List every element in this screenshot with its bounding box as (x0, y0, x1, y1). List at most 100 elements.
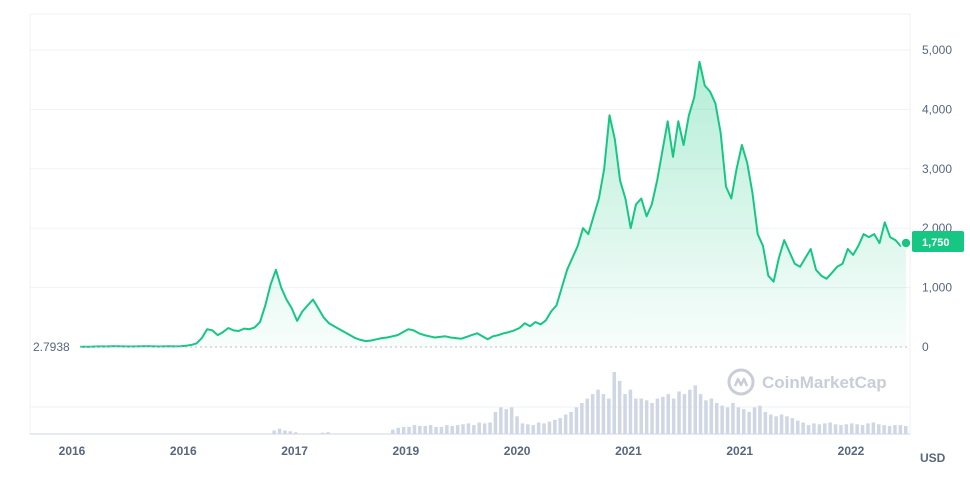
volume-bar (693, 385, 697, 434)
volume-bar (553, 419, 557, 434)
x-tick-label: 2016 (170, 444, 197, 458)
volume-bar (666, 394, 670, 434)
volume-bar (661, 396, 665, 434)
volume-bar (482, 423, 487, 434)
volume-bar (893, 425, 897, 434)
volume-bar (493, 411, 498, 434)
volume-bar (763, 411, 768, 434)
x-tick-label: 2021 (726, 444, 753, 458)
volume-bar (574, 407, 579, 434)
volume-bar (855, 424, 859, 434)
volume-bar (877, 424, 881, 434)
volume-bar (758, 405, 762, 434)
volume-bar (655, 398, 660, 434)
coinmarketcap-watermark: CoinMarketCap (727, 368, 887, 396)
volume-bar (790, 418, 795, 434)
plot-frame (29, 13, 911, 435)
volume-bar (742, 409, 746, 434)
volume-bar (796, 420, 800, 434)
current-price-tag (912, 231, 964, 252)
x-tick-label: 2021 (615, 444, 642, 458)
volume-bar (488, 422, 492, 434)
volume-bar (623, 394, 627, 434)
volume-bar (779, 414, 784, 434)
volume-bar (499, 407, 503, 434)
volume-bar (461, 424, 465, 434)
volume-bar (288, 431, 292, 434)
y-tick-label: 1,000 (922, 281, 952, 295)
current-price-label: 1,750 (922, 237, 950, 249)
volume-bar (688, 389, 692, 434)
volume-bar (677, 391, 681, 434)
x-axis: 2016 2016 2017 2019 2020 2021 2021 2022 (59, 444, 865, 458)
volume-bar (526, 424, 530, 434)
volume-bar (634, 398, 638, 434)
volume-bar (812, 423, 816, 434)
volume-bar (709, 398, 714, 434)
volume-bar (536, 422, 541, 434)
volume-bar (407, 426, 411, 434)
volume-bar (293, 432, 298, 434)
volume-bar (450, 426, 454, 434)
volume-bar (455, 425, 460, 434)
volume-bar (747, 411, 751, 434)
price-series (80, 60, 907, 348)
volume-bar (806, 425, 811, 434)
x-tick-label: 2016 (59, 444, 86, 458)
gridlines (30, 49, 910, 408)
volume-bar (839, 425, 843, 434)
volume-bar (515, 416, 519, 434)
x-tick-label: 2022 (838, 444, 865, 458)
volume-bar (320, 432, 325, 434)
volume-bar (898, 425, 903, 434)
y-tick-label: 4,000 (922, 102, 952, 116)
volume-bar (720, 405, 724, 434)
volume-bar (882, 425, 886, 434)
volume-bar (283, 430, 287, 434)
volume-bar (277, 428, 282, 434)
volume-bar (801, 422, 805, 434)
volume-bar (828, 422, 832, 434)
volume-bar (644, 400, 649, 434)
volume-bar (628, 389, 633, 434)
x-tick-label: 2017 (281, 444, 308, 458)
volume-bar (601, 394, 606, 434)
volume-bar (650, 403, 654, 434)
volume-bar (509, 407, 514, 434)
volume-bar (401, 426, 406, 434)
volume-bar (504, 409, 508, 434)
volume-bar (682, 394, 687, 434)
volume-bar (466, 423, 471, 434)
volume-bar (423, 426, 427, 434)
volume-bar (612, 372, 616, 434)
volume-bar (590, 394, 595, 434)
volume-bar (769, 414, 773, 434)
volume-bar (272, 430, 276, 434)
volume-bar (774, 416, 778, 434)
volume-bar (585, 398, 589, 434)
volume-bar (412, 425, 417, 434)
volume-bar (639, 398, 643, 434)
volume-bar (558, 418, 562, 434)
volume-bar (817, 424, 822, 434)
volume-bar (823, 423, 827, 434)
volume-bar (439, 426, 444, 434)
volume-bar (617, 380, 622, 434)
currency-label: USD (920, 451, 946, 465)
x-tick-label: 2020 (504, 444, 531, 458)
volume-bar (736, 407, 741, 434)
volume-bar (866, 423, 870, 434)
volume-bar (752, 407, 757, 434)
volume-bar (477, 422, 481, 434)
volume-bar (860, 425, 865, 434)
current-price-dot[interactable] (900, 237, 912, 249)
volume-bar (871, 422, 876, 434)
watermark-brand-text: CoinMarketCap (762, 373, 887, 392)
volume-bar (607, 398, 611, 434)
volume-bar (715, 403, 719, 434)
volume-bar (785, 416, 789, 434)
volume-bar (887, 426, 892, 434)
volume-bar (563, 414, 568, 434)
